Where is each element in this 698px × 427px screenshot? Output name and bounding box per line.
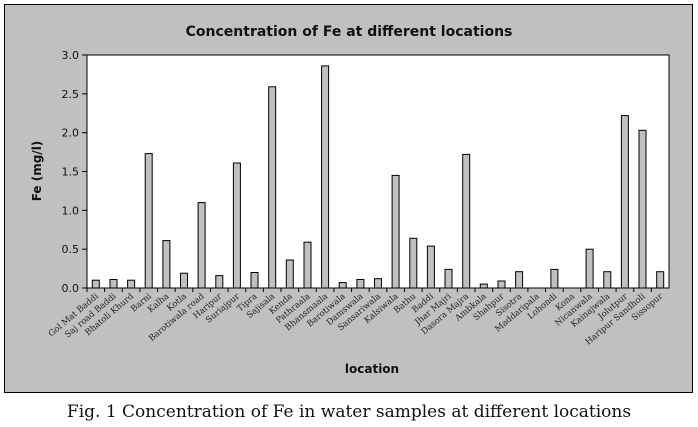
bar [409,237,418,289]
bar [91,279,100,289]
figure-caption: Fig. 1 Concentration of Fe in water samp… [66,402,632,422]
bar [250,272,259,289]
bar [356,279,365,289]
bar [321,65,330,289]
chart-title: Concentration of Fe at different locatio… [186,24,513,40]
bar [303,241,312,289]
bar [109,279,118,289]
bar [462,153,471,289]
bar [391,174,400,289]
bar [374,278,382,289]
bar [127,279,136,289]
bar [444,268,453,289]
y-tick-label: 1.5 [62,166,80,179]
bar [603,271,612,289]
bar [497,280,506,289]
bar [515,271,524,289]
y-tick-label: 0.0 [62,282,80,295]
y-tick-label: 3.0 [62,49,80,62]
bar [285,259,294,289]
bar [620,115,629,289]
bar-chart: Concentration of Fe at different locatio… [30,24,670,376]
bar [180,272,188,289]
bar [215,275,224,289]
bar [585,248,594,289]
bar [338,282,347,289]
y-tick-label: 2.0 [62,127,80,140]
bar [197,202,206,289]
bar [550,268,559,289]
bar [162,240,171,289]
x-axis-title: location [345,362,399,376]
y-axis-ticks: 0.0 0.5 1.0 1.5 2.0 2.5 3.0 [62,49,87,295]
bar [232,162,241,289]
y-axis-title: Fe (mg/l) [30,141,44,202]
plot-area [86,54,670,289]
bar [638,129,647,289]
chart-frame: Concentration of Fe at different locatio… [4,4,693,393]
bar [426,245,435,289]
bar [144,153,153,289]
y-tick-label: 0.5 [62,243,80,256]
bars [86,65,665,292]
bar [268,86,277,289]
bar [656,271,665,289]
y-tick-label: 2.5 [62,88,80,101]
bar [479,283,488,289]
y-tick-label: 1.0 [62,204,80,217]
